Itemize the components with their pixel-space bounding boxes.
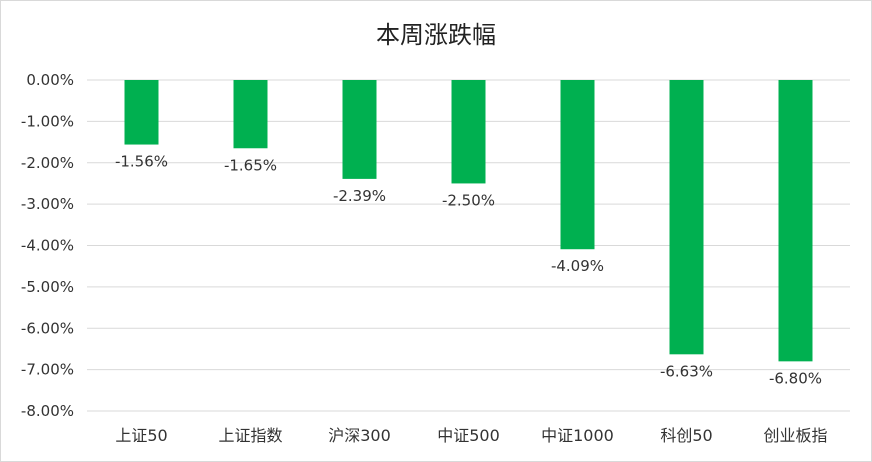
chart-title: 本周涨跌幅	[376, 21, 496, 49]
x-category-label: 上证50	[115, 426, 167, 445]
data-label: -2.39%	[333, 187, 386, 205]
x-category-label: 科创50	[660, 426, 712, 445]
y-tick-label: -5.00%	[21, 278, 74, 296]
data-label: -1.65%	[224, 156, 277, 174]
bar	[342, 80, 377, 179]
y-tick-label: -3.00%	[21, 195, 74, 213]
y-tick-label: -8.00%	[21, 402, 74, 420]
x-category-label: 上证指数	[218, 426, 282, 445]
bar	[560, 80, 595, 250]
bar	[233, 80, 268, 149]
y-tick-label: -2.00%	[21, 154, 74, 172]
x-category-label: 中证500	[437, 426, 500, 445]
y-tick-label: -1.00%	[21, 112, 74, 130]
y-tick-label: 0.00%	[26, 71, 74, 89]
y-tick-label: -7.00%	[21, 361, 74, 379]
bar	[451, 80, 486, 184]
bar	[124, 80, 159, 145]
x-category-label: 中证1000	[541, 426, 614, 445]
bar	[669, 80, 704, 355]
data-label: -4.09%	[551, 257, 604, 275]
data-label: -2.50%	[442, 191, 495, 209]
y-tick-label: -4.00%	[21, 237, 74, 255]
bar	[778, 80, 813, 362]
x-category-label: 创业板指	[763, 426, 827, 445]
x-category-label: 沪深300	[328, 426, 391, 445]
data-label: -6.63%	[660, 362, 713, 380]
data-label: -6.80%	[769, 369, 822, 387]
data-label: -1.56%	[115, 153, 168, 171]
y-tick-label: -6.00%	[21, 319, 74, 337]
